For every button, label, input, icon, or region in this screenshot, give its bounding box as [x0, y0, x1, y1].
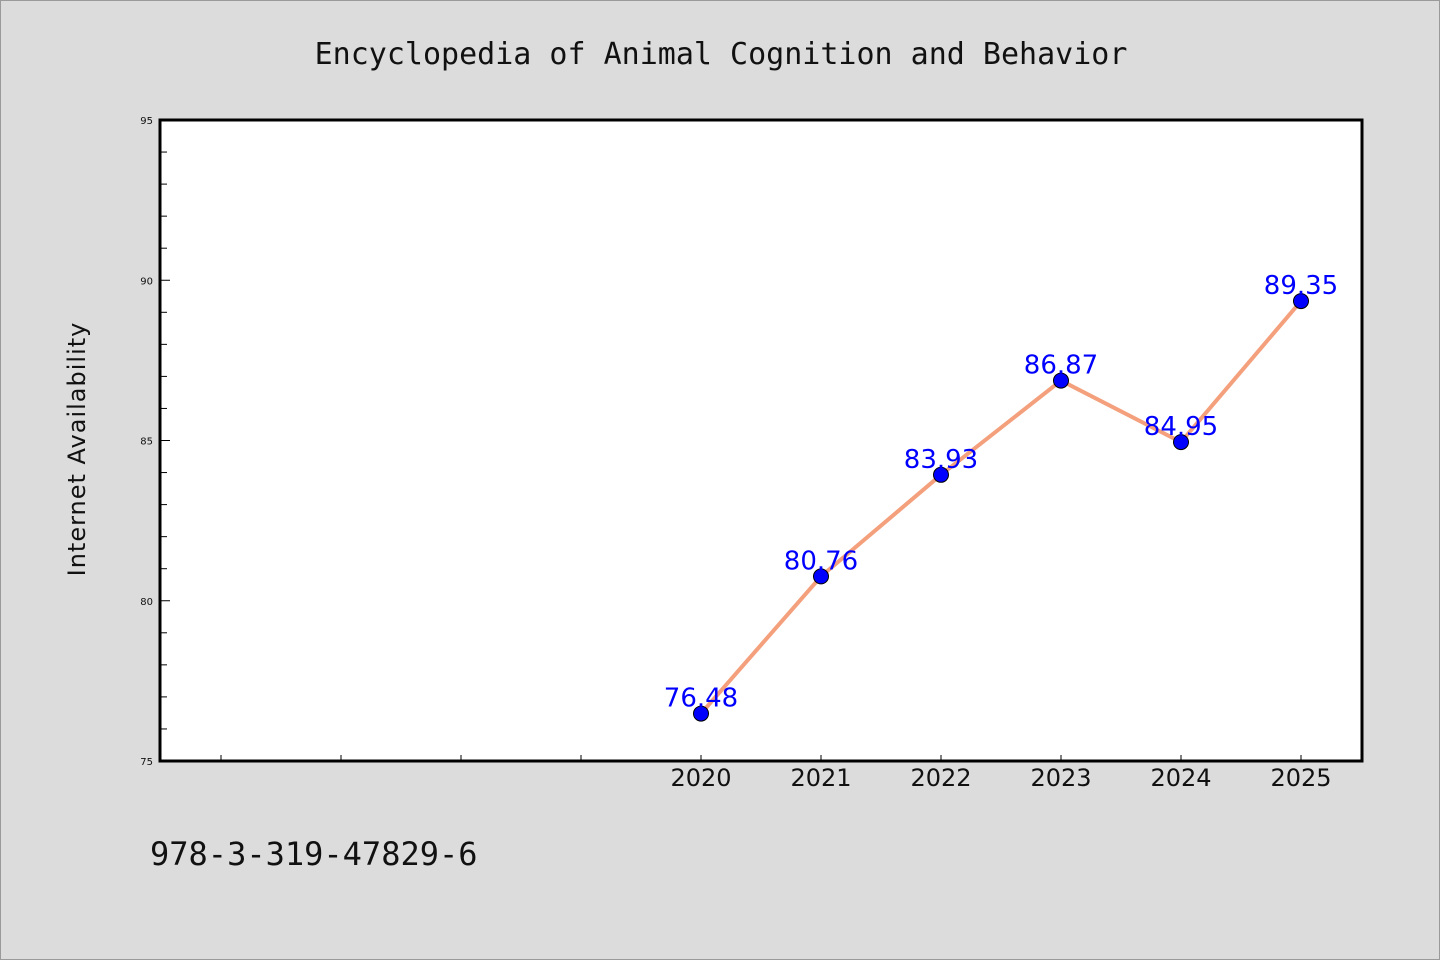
data-point [1293, 293, 1309, 310]
x-tick-label: 2020 [670, 764, 731, 792]
x-tick-label: 2024 [1150, 764, 1211, 792]
data-point [693, 705, 709, 722]
y-axis-label: Internet Availability [63, 322, 91, 577]
data-label: 76.48 [664, 684, 738, 714]
data-label: 86.87 [1024, 351, 1098, 381]
y-tick-label: 80 [140, 597, 153, 608]
data-point [933, 466, 949, 483]
y-tick-label: 90 [140, 276, 153, 287]
y-tick-label: 95 [140, 116, 153, 127]
x-tick-label: 2021 [790, 764, 851, 792]
x-tick-label: 2023 [1030, 764, 1091, 792]
data-label: 83.93 [904, 445, 978, 475]
data-label: 89.35 [1264, 271, 1338, 301]
plot-area [158, 118, 1364, 763]
isbn-footer: 978-3-319-47829-6 [150, 835, 478, 873]
x-tick-label: 2022 [910, 764, 971, 792]
data-label: 84.95 [1144, 412, 1218, 442]
data-point [813, 568, 829, 585]
data-point [1053, 372, 1069, 389]
y-tick-label: 85 [140, 437, 153, 448]
series-line [699, 299, 1303, 716]
data-point [1173, 434, 1189, 451]
data-label: 80.76 [784, 546, 858, 576]
x-axis-ticks: 2020 2021 2022 2023 2024 2025 [220, 755, 1332, 792]
chart-title: Encyclopedia of Animal Cognition and Beh… [315, 37, 1128, 72]
y-axis-ticks: 75 80 85 90 95 [140, 116, 170, 768]
y-tick-label: 75 [140, 757, 153, 768]
series-layer: 76.48 80.76 83.93 86.87 84.95 89.35 [664, 271, 1338, 722]
x-tick-label: 2025 [1270, 764, 1331, 792]
